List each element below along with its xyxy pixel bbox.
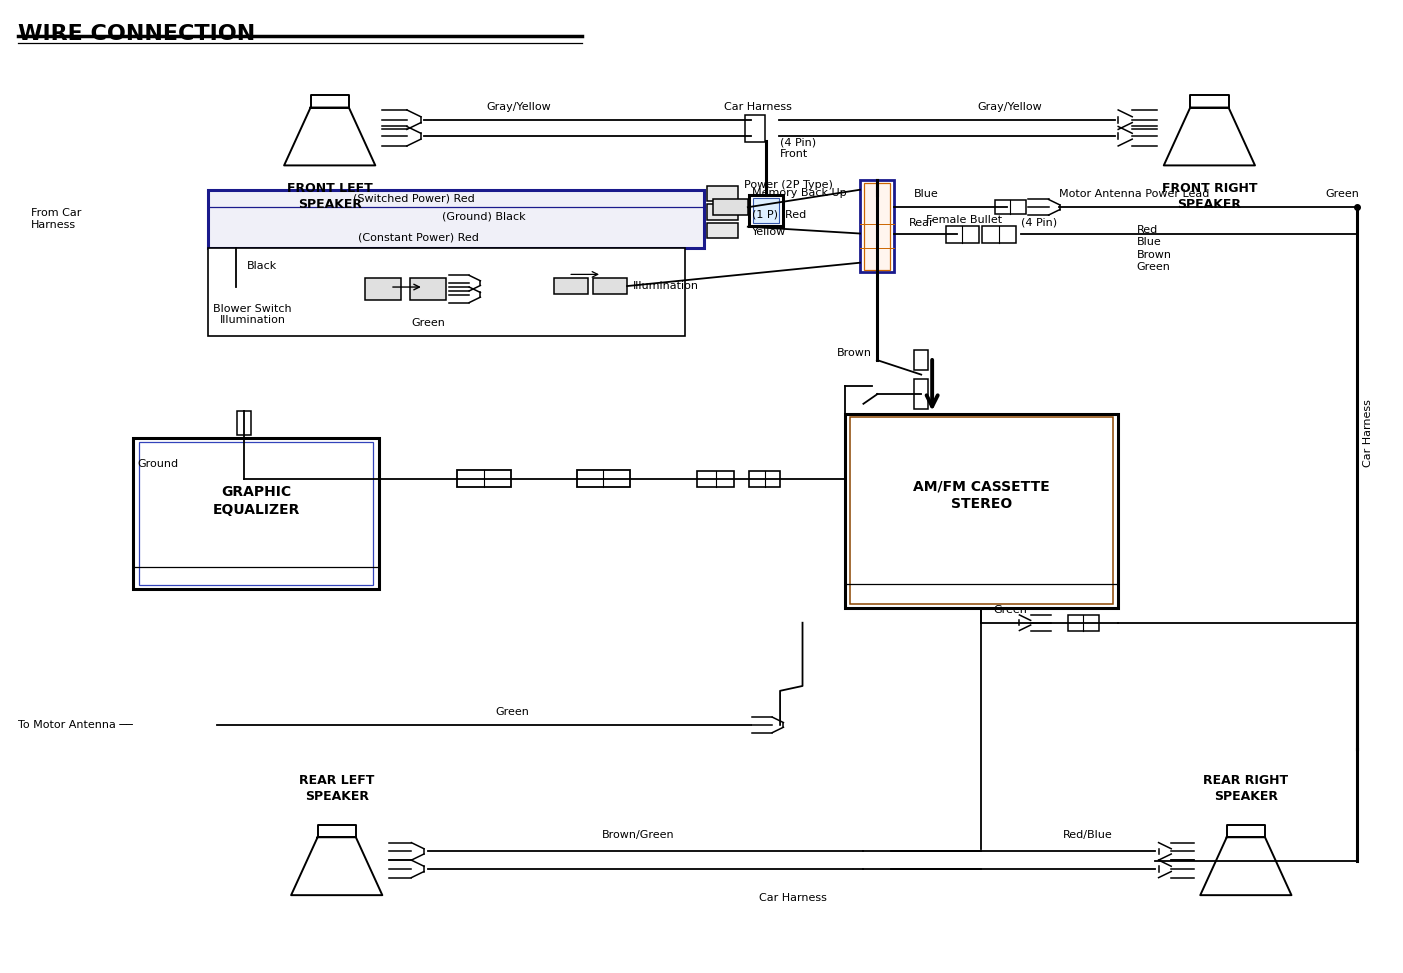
Text: WIRE CONNECTION: WIRE CONNECTION <box>18 24 255 45</box>
Bar <box>845 414 1118 608</box>
Bar <box>860 180 894 272</box>
Bar <box>593 278 627 294</box>
Bar <box>749 471 780 486</box>
Text: FRONT RIGHT
SPEAKER: FRONT RIGHT SPEAKER <box>1162 182 1257 211</box>
Bar <box>365 278 401 300</box>
Text: Ground: Ground <box>137 459 178 469</box>
Text: Motor Antenna Power Lead: Motor Antenna Power Lead <box>1059 190 1209 199</box>
Text: Green: Green <box>993 605 1027 615</box>
Text: Female Bullet: Female Bullet <box>926 215 1002 225</box>
Bar <box>707 186 738 201</box>
Text: Gray/Yellow: Gray/Yellow <box>487 102 551 112</box>
Bar <box>995 200 1026 214</box>
Text: Green: Green <box>411 318 445 328</box>
Bar <box>707 204 738 220</box>
Text: To Motor Antenna ──: To Motor Antenna ── <box>18 720 133 730</box>
Bar <box>237 411 251 435</box>
Bar <box>749 195 783 226</box>
Text: (Constant Power) Red: (Constant Power) Red <box>358 233 478 242</box>
Bar <box>915 350 929 370</box>
Bar <box>707 223 738 238</box>
Text: Blower Switch
Illumination: Blower Switch Illumination <box>213 304 292 325</box>
Bar <box>208 190 704 248</box>
Text: Yellow: Yellow <box>752 227 786 236</box>
Text: AM/FM CASSETTE
STEREO: AM/FM CASSETTE STEREO <box>913 480 1049 511</box>
Text: Green: Green <box>495 707 529 717</box>
Bar <box>745 115 765 142</box>
Text: Illumination: Illumination <box>633 281 699 291</box>
Bar <box>946 226 979 242</box>
Bar <box>864 183 890 270</box>
Text: Memory Back Up: Memory Back Up <box>752 188 846 198</box>
Bar <box>697 471 734 486</box>
Bar <box>554 278 588 294</box>
Text: Red/Blue: Red/Blue <box>1062 830 1113 840</box>
Text: REAR LEFT
SPEAKER: REAR LEFT SPEAKER <box>299 774 375 803</box>
Text: Power (2P Type): Power (2P Type) <box>744 180 832 190</box>
Bar <box>753 198 779 223</box>
Text: Red
Blue
Brown
Green: Red Blue Brown Green <box>1136 225 1172 272</box>
Bar <box>139 442 373 585</box>
Text: Brown: Brown <box>838 348 871 358</box>
Text: (4 Pin): (4 Pin) <box>1021 218 1058 228</box>
Text: Brown/Green: Brown/Green <box>602 830 675 840</box>
Bar <box>982 226 1016 242</box>
Text: (Switched Power) Red: (Switched Power) Red <box>354 194 474 203</box>
Text: Car Harness: Car Harness <box>724 102 791 112</box>
Text: From Car
Harness: From Car Harness <box>31 207 81 231</box>
Bar <box>208 248 685 336</box>
Bar <box>410 278 446 300</box>
Bar <box>850 417 1113 604</box>
Text: GRAPHIC
EQUALIZER: GRAPHIC EQUALIZER <box>212 486 300 517</box>
Text: FRONT LEFT
SPEAKER: FRONT LEFT SPEAKER <box>286 182 373 211</box>
Text: Green: Green <box>1326 190 1360 199</box>
Text: Rear: Rear <box>909 218 934 228</box>
Bar <box>133 438 379 589</box>
Bar <box>577 470 630 487</box>
Bar <box>1068 615 1099 631</box>
Text: (1 P)  Red: (1 P) Red <box>752 209 807 219</box>
Bar <box>915 379 929 409</box>
Text: Car Harness: Car Harness <box>1362 399 1374 467</box>
Text: Blue: Blue <box>913 190 939 199</box>
Text: (Ground) Black: (Ground) Black <box>442 211 526 221</box>
Text: Car Harness: Car Harness <box>759 893 826 903</box>
Bar <box>457 470 511 487</box>
Text: Black: Black <box>247 261 278 270</box>
Text: (4 Pin)
Front: (4 Pin) Front <box>780 137 817 160</box>
Bar <box>713 199 748 215</box>
Text: REAR RIGHT
SPEAKER: REAR RIGHT SPEAKER <box>1204 774 1288 803</box>
Text: Gray/Yellow: Gray/Yellow <box>978 102 1042 112</box>
